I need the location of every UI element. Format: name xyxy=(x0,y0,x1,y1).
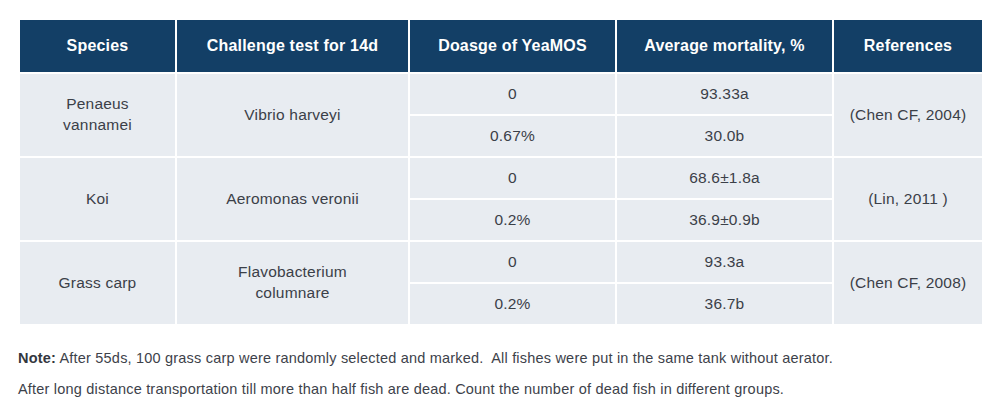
mortality-table: Species Challenge test for 14d Doasge of… xyxy=(18,18,984,326)
dosage-cell: 0.67% xyxy=(409,115,616,157)
dosage-cell: 0.2% xyxy=(409,283,616,325)
dosage-cell: 0 xyxy=(409,157,616,199)
mortality-cell: 36.7b xyxy=(616,283,833,325)
species-label: Koi xyxy=(86,189,109,210)
challenge-cell: Aeromonas veronii xyxy=(176,157,409,241)
mortality-cell: 36.9±0.9b xyxy=(616,199,833,241)
species-cell: Penaeus vannamei xyxy=(19,73,176,157)
note-text-1: After 55ds, 100 grass carp were randomly… xyxy=(56,350,833,366)
species-cell: Koi xyxy=(19,157,176,241)
challenge-label: Aeromonas veronii xyxy=(226,189,359,210)
col-header-species: Species xyxy=(19,19,176,73)
mortality-cell: 68.6±1.8a xyxy=(616,157,833,199)
table-row: Grass carp Flavobacterium columnare 0 93… xyxy=(19,241,983,283)
reference-cell: (Chen CF, 2004) xyxy=(833,73,983,157)
dosage-cell: 0 xyxy=(409,73,616,115)
challenge-label: Flavobacterium columnare xyxy=(205,262,380,304)
table-row: Penaeus vannamei Vibrio harveyi 0 93.33a… xyxy=(19,73,983,115)
mortality-cell: 93.3a xyxy=(616,241,833,283)
mortality-cell: 93.33a xyxy=(616,73,833,115)
dosage-cell: 0 xyxy=(409,241,616,283)
challenge-label: Vibrio harveyi xyxy=(244,105,340,126)
col-header-references: References xyxy=(833,19,983,73)
species-label: Grass carp xyxy=(59,273,137,294)
table-header-row: Species Challenge test for 14d Doasge of… xyxy=(19,19,983,73)
note-line-2: After long distance transportation till … xyxy=(18,381,1000,397)
note-line-1: Note: After 55ds, 100 grass carp were ra… xyxy=(18,350,1000,366)
col-header-challenge: Challenge test for 14d xyxy=(176,19,409,73)
col-header-dosage: Doasge of YeaMOS xyxy=(409,19,616,73)
reference-cell: (Lin, 2011 ) xyxy=(833,157,983,241)
dosage-cell: 0.2% xyxy=(409,199,616,241)
challenge-cell: Flavobacterium columnare xyxy=(176,241,409,325)
reference-cell: (Chen CF, 2008) xyxy=(833,241,983,325)
species-label: Penaeus vannamei xyxy=(38,94,158,136)
mortality-cell: 30.0b xyxy=(616,115,833,157)
col-header-mortality: Average mortality, % xyxy=(616,19,833,73)
page: Species Challenge test for 14d Doasge of… xyxy=(0,0,1000,410)
species-cell: Grass carp xyxy=(19,241,176,325)
note-label: Note: xyxy=(18,350,56,366)
challenge-cell: Vibrio harveyi xyxy=(176,73,409,157)
table-row: Koi Aeromonas veronii 0 68.6±1.8a (Lin, … xyxy=(19,157,983,199)
